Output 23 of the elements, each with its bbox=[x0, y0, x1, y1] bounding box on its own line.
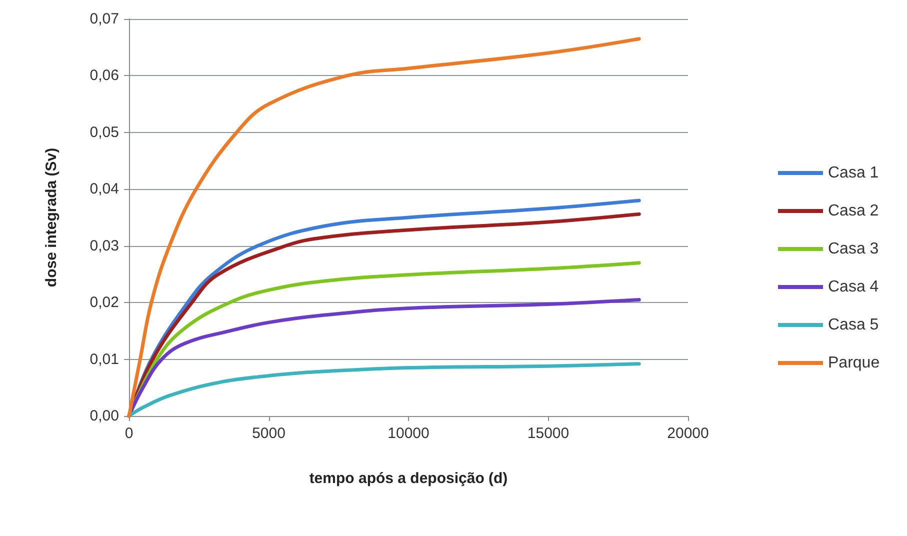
x-tick-label: 10000 bbox=[388, 425, 430, 442]
y-tick-label: 0,06 bbox=[90, 67, 119, 84]
y-tick-label: 0,00 bbox=[90, 408, 119, 424]
legend-label: Casa 5 bbox=[828, 316, 879, 334]
y-tick-label: 0,05 bbox=[90, 124, 119, 141]
y-tick-label: 0,02 bbox=[90, 294, 119, 312]
legend-label: Parque bbox=[828, 354, 880, 372]
y-tick-label: 0,07 bbox=[90, 10, 119, 28]
x-tick-label: 20000 bbox=[667, 425, 709, 442]
y-axis-title: dose integrada (Sv) bbox=[43, 148, 60, 288]
x-tick-label: 15000 bbox=[527, 425, 570, 442]
legend-label: Casa 1 bbox=[828, 164, 879, 182]
y-tick-label: 0,03 bbox=[90, 237, 119, 254]
y-tick-label: 0,01 bbox=[90, 350, 119, 368]
legend-label: Casa 2 bbox=[828, 202, 879, 220]
line-series bbox=[127, 37, 641, 418]
line-series bbox=[127, 362, 641, 418]
y-tick-label: 0,04 bbox=[90, 180, 119, 198]
x-tick-label: 0 bbox=[124, 425, 134, 442]
legend-label: Casa 3 bbox=[828, 240, 879, 258]
legend-label: Casa 4 bbox=[828, 278, 879, 296]
x-tick-label: 5000 bbox=[252, 425, 286, 442]
x-axis-title: tempo após a deposição (d) bbox=[309, 470, 508, 487]
